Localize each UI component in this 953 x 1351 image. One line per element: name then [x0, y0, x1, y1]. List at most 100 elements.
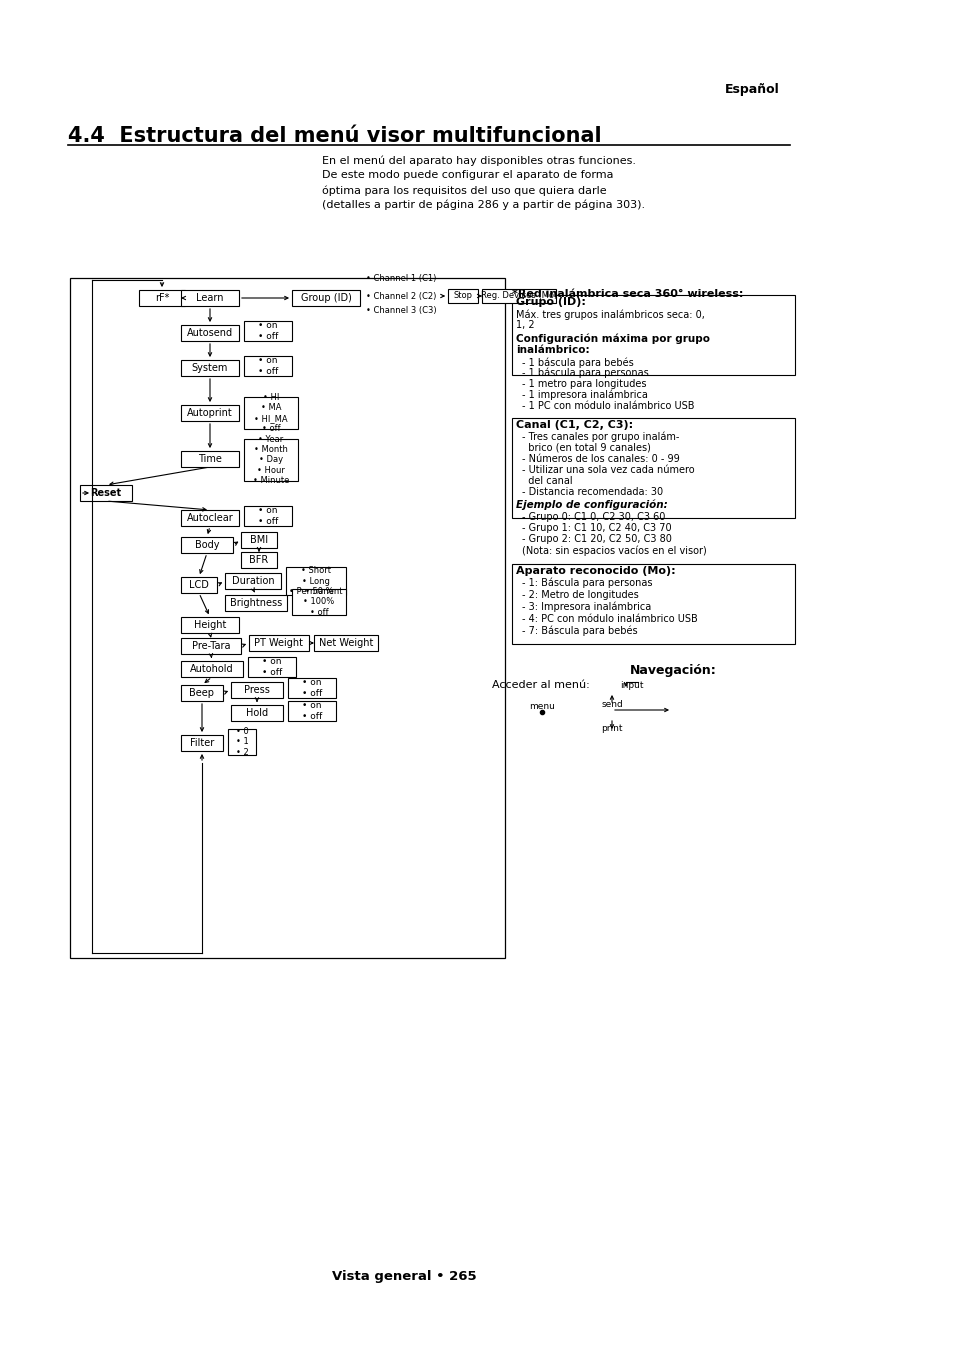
Text: rF*: rF* [154, 293, 169, 303]
Text: Aparato reconocido (Mo):: Aparato reconocido (Mo): [516, 566, 675, 576]
Text: • Short
• Long
• Permanent: • Short • Long • Permanent [289, 566, 342, 596]
Bar [512, 295, 794, 376]
Text: input: input [619, 681, 643, 690]
Bar [228, 730, 255, 755]
Bar [448, 289, 477, 303]
Text: PT Weight: PT Weight [254, 638, 303, 648]
Text: Group (ID): Group (ID) [300, 293, 351, 303]
Bar [292, 589, 346, 615]
Text: Autoclear: Autoclear [187, 513, 233, 523]
Text: • HI
• MA
• HI_MA
• off: • HI • MA • HI_MA • off [253, 393, 288, 434]
Bar [181, 536, 233, 553]
Text: Canal (C1, C2, C3):: Canal (C1, C2, C3): [516, 420, 633, 430]
Bar [181, 451, 239, 467]
Text: Body: Body [194, 540, 219, 550]
Text: System: System [192, 363, 228, 373]
Text: Configuración máxima por grupo: Configuración máxima por grupo [516, 332, 709, 343]
Text: - 1 PC con módulo inalámbrico USB: - 1 PC con módulo inalámbrico USB [521, 401, 694, 411]
Text: Pre-Tara: Pre-Tara [192, 640, 230, 651]
Text: • Channel 3 (C3): • Channel 3 (C3) [366, 307, 436, 316]
Bar [288, 701, 335, 721]
Text: del canal: del canal [521, 476, 572, 486]
Text: • on
• off: • on • off [301, 701, 322, 720]
Text: Ejemplo de configuración:: Ejemplo de configuración: [516, 500, 667, 511]
Bar [244, 357, 292, 376]
Text: - Tres canales por grupo inalám-: - Tres canales por grupo inalám- [521, 432, 679, 443]
Text: BFR: BFR [249, 555, 269, 565]
Text: inalámbrico:: inalámbrico: [516, 345, 589, 355]
Text: Duration: Duration [232, 576, 274, 586]
Text: • 50 %
• 100%
• off: • 50 % • 100% • off [303, 588, 335, 617]
Bar [244, 397, 297, 430]
Text: BMI: BMI [250, 535, 268, 544]
Text: Autohold: Autohold [190, 663, 233, 674]
Bar [181, 735, 223, 751]
Text: Reset: Reset [91, 488, 121, 499]
Text: Learn: Learn [196, 293, 224, 303]
Text: Navegación:: Navegación: [630, 663, 716, 677]
Bar [512, 417, 794, 517]
Text: • on
• off: • on • off [257, 507, 278, 526]
Bar [225, 573, 281, 589]
Bar [512, 563, 794, 644]
Text: (Nota: sin espacios vacíos en el visor): (Nota: sin espacios vacíos en el visor) [521, 544, 706, 555]
Text: Beep: Beep [190, 688, 214, 698]
Text: Press: Press [244, 685, 270, 694]
Text: - 1 impresora inalámbrica: - 1 impresora inalámbrica [521, 390, 647, 400]
Text: En el menú del aparato hay disponibles otras funciones.: En el menú del aparato hay disponibles o… [322, 155, 636, 166]
Text: - Grupo 1: C1 10, C2 40, C3 70: - Grupo 1: C1 10, C2 40, C3 70 [521, 523, 671, 534]
Bar [292, 290, 359, 305]
Text: óptima para los requisitos del uso que quiera darle: óptima para los requisitos del uso que q… [322, 185, 606, 196]
Text: • Channel 2 (C2): • Channel 2 (C2) [366, 292, 436, 300]
Text: 4.4  Estructura del menú visor multifuncional: 4.4 Estructura del menú visor multifunci… [68, 126, 601, 146]
Text: • Channel 1 (C1): • Channel 1 (C1) [366, 274, 436, 284]
Text: Español: Español [724, 82, 780, 96]
Text: LCD: LCD [189, 580, 209, 590]
Bar [181, 509, 239, 526]
Text: - 2: Metro de longitudes: - 2: Metro de longitudes [521, 590, 639, 600]
Text: Filter: Filter [190, 738, 213, 748]
Bar [181, 617, 239, 634]
Text: - 4: PC con módulo inalámbrico USB: - 4: PC con módulo inalámbrico USB [521, 613, 697, 624]
Text: Reg. Devices (Mo): Reg. Devices (Mo) [480, 292, 557, 300]
Text: - 1 báscula para bebés: - 1 báscula para bebés [521, 357, 633, 367]
Text: - Grupo 0: C1 0, C2 30, C3 60: - Grupo 0: C1 0, C2 30, C3 60 [521, 512, 664, 521]
Text: • on
• off: • on • off [257, 357, 278, 376]
Bar [244, 507, 292, 526]
Bar [481, 289, 556, 303]
Text: print: print [600, 724, 622, 734]
Text: *Red inalámbrica seca 360° wireless:: *Red inalámbrica seca 360° wireless: [512, 289, 742, 299]
Text: Autoprint: Autoprint [187, 408, 233, 417]
Bar [181, 577, 216, 593]
Bar [181, 638, 241, 654]
Bar [244, 439, 297, 481]
Bar [181, 661, 243, 677]
Text: • 0
• 1
• 2: • 0 • 1 • 2 [235, 727, 248, 757]
Text: - Distancia recomendada: 30: - Distancia recomendada: 30 [521, 486, 662, 497]
Bar [181, 326, 239, 340]
Text: Height: Height [193, 620, 226, 630]
Text: Autosend: Autosend [187, 328, 233, 338]
Text: • on
• off: • on • off [262, 658, 282, 677]
Bar [181, 405, 239, 422]
Bar [241, 553, 276, 567]
Text: Vista general • 265: Vista general • 265 [332, 1270, 476, 1283]
Text: Grupo (ID):: Grupo (ID): [516, 297, 585, 307]
Bar [80, 485, 132, 501]
Text: menu: menu [529, 703, 555, 711]
Bar [181, 685, 223, 701]
Text: - 7: Báscula para bebés: - 7: Báscula para bebés [521, 626, 637, 636]
Bar [70, 278, 504, 958]
Text: Brightness: Brightness [230, 598, 282, 608]
Text: De este modo puede configurar el aparato de forma: De este modo puede configurar el aparato… [322, 170, 613, 180]
Text: • on
• off: • on • off [301, 678, 322, 697]
Bar [248, 657, 295, 677]
Bar [241, 532, 276, 549]
Text: - 3: Impresora inalámbrica: - 3: Impresora inalámbrica [521, 603, 651, 612]
Text: send: send [600, 700, 622, 709]
Text: - 1 metro para longitudes: - 1 metro para longitudes [521, 380, 646, 389]
Text: brico (en total 9 canales): brico (en total 9 canales) [521, 443, 650, 453]
Text: Stop: Stop [453, 292, 472, 300]
Bar [244, 322, 292, 340]
Text: • on
• off: • on • off [257, 322, 278, 340]
